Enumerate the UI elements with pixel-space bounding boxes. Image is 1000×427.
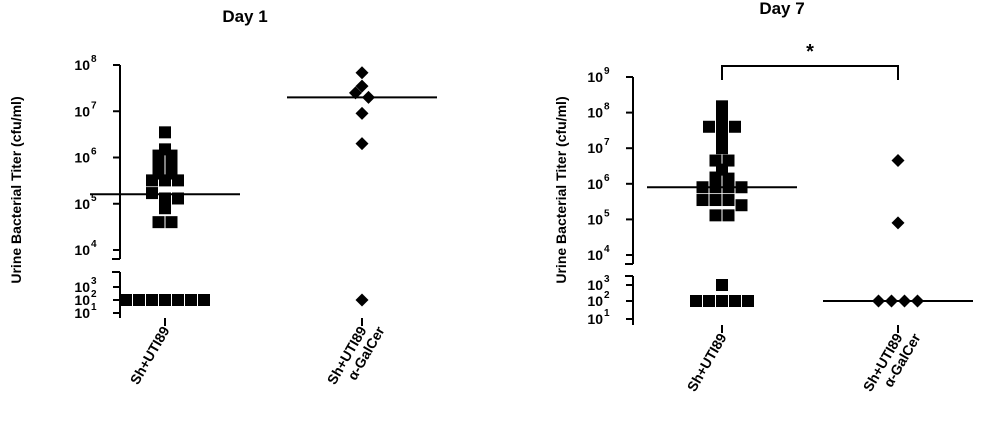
significance-bracket bbox=[721, 65, 899, 80]
y-tick-exponent: 5 bbox=[604, 208, 610, 219]
data-point-diamond bbox=[891, 154, 905, 168]
data-point-square bbox=[716, 100, 728, 113]
y-tick-label: 10 bbox=[74, 305, 90, 321]
data-point-square bbox=[165, 216, 178, 229]
y-tick-exponent: 2 bbox=[604, 290, 610, 301]
data-point-square bbox=[146, 187, 158, 200]
data-point-diamond bbox=[355, 293, 369, 307]
data-point-square bbox=[120, 294, 132, 306]
data-point-square bbox=[703, 295, 715, 307]
y-tick-exponent: 8 bbox=[604, 102, 610, 113]
y-tick-label: 10 bbox=[587, 69, 603, 85]
y-tick-exponent: 7 bbox=[604, 137, 610, 148]
y-tick-label: 10 bbox=[74, 103, 90, 119]
data-point-square bbox=[716, 295, 728, 307]
y-tick-label: 10 bbox=[74, 196, 90, 212]
chart-title: Day 7 bbox=[759, 0, 804, 18]
data-point-square bbox=[735, 199, 748, 212]
data-point-square bbox=[172, 192, 184, 205]
data-point-square bbox=[159, 202, 171, 215]
data-point-square bbox=[716, 110, 728, 123]
y-tick-label: 10 bbox=[587, 105, 603, 121]
y-tick-exponent: 5 bbox=[91, 193, 97, 204]
y-tick-label: 10 bbox=[587, 277, 603, 293]
data-point-square bbox=[716, 142, 728, 155]
data-point-square bbox=[690, 295, 702, 307]
y-tick-exponent: 1 bbox=[604, 308, 610, 319]
y-tick-label: 10 bbox=[74, 292, 90, 308]
y-tick-label: 10 bbox=[587, 140, 603, 156]
data-point-square bbox=[165, 155, 178, 168]
data-point-diamond bbox=[355, 137, 369, 151]
data-point-square bbox=[709, 194, 722, 207]
chart-title: Day 1 bbox=[222, 7, 267, 26]
data-point-square bbox=[722, 194, 735, 207]
y-tick-label: 10 bbox=[74, 279, 90, 295]
data-point-square bbox=[198, 294, 210, 306]
data-point-diamond bbox=[355, 106, 369, 120]
y-tick-exponent: 6 bbox=[91, 147, 97, 158]
y-tick-exponent: 3 bbox=[604, 274, 610, 285]
data-point-square bbox=[185, 294, 197, 306]
y-tick-label: 10 bbox=[587, 311, 603, 327]
data-point-square bbox=[729, 120, 741, 133]
data-point-square bbox=[716, 279, 728, 291]
data-point-square bbox=[722, 209, 735, 222]
y-axis-label: Urine Bacterial Titer (cfu/ml) bbox=[8, 96, 24, 283]
data-point-square bbox=[172, 174, 184, 187]
data-point-square bbox=[159, 126, 171, 139]
y-tick-label: 10 bbox=[74, 57, 90, 73]
x-tick-label: Sh+UTI89 bbox=[127, 323, 173, 387]
data-point-square bbox=[703, 120, 715, 133]
data-point-square bbox=[696, 194, 709, 207]
y-tick-exponent: 2 bbox=[91, 289, 97, 300]
y-tick-exponent: 4 bbox=[604, 244, 610, 255]
y-tick-label: 10 bbox=[74, 150, 90, 166]
data-point-square bbox=[709, 171, 722, 184]
data-point-diamond bbox=[355, 79, 369, 93]
y-tick-label: 10 bbox=[587, 211, 603, 227]
y-tick-exponent: 8 bbox=[91, 54, 97, 65]
y-tick-exponent: 7 bbox=[91, 100, 97, 111]
data-point-diamond bbox=[349, 86, 362, 100]
y-tick-label: 10 bbox=[587, 176, 603, 192]
data-point-square bbox=[146, 294, 158, 306]
y-axis-label: Urine Bacterial Titer (cfu/ml) bbox=[553, 96, 569, 283]
data-point-square bbox=[159, 192, 171, 205]
y-tick-label: 10 bbox=[587, 293, 603, 309]
data-point-square bbox=[172, 294, 184, 306]
y-tick-label: 10 bbox=[587, 247, 603, 263]
data-point-square bbox=[159, 294, 171, 306]
y-tick-label: 10 bbox=[74, 242, 90, 258]
y-tick-exponent: 3 bbox=[91, 276, 97, 287]
data-point-square bbox=[159, 174, 171, 187]
data-point-square bbox=[716, 120, 728, 133]
x-tick-label: Sh+UTI89 bbox=[684, 330, 730, 394]
y-tick-exponent: 6 bbox=[604, 173, 610, 184]
data-point-square bbox=[742, 295, 754, 307]
data-point-square bbox=[709, 209, 722, 222]
y-tick-exponent: 9 bbox=[604, 66, 610, 77]
y-tick-exponent: 1 bbox=[91, 302, 97, 313]
data-point-diamond bbox=[355, 66, 369, 80]
data-point-square bbox=[133, 294, 145, 306]
significance-star: * bbox=[806, 41, 814, 63]
data-point-square bbox=[146, 174, 158, 187]
data-point-square bbox=[152, 155, 165, 168]
data-point-square bbox=[722, 154, 735, 167]
data-point-square bbox=[709, 154, 722, 167]
data-point-diamond bbox=[891, 216, 905, 230]
data-point-square bbox=[716, 131, 728, 144]
data-point-square bbox=[729, 295, 741, 307]
data-point-square bbox=[152, 216, 165, 229]
y-tick-exponent: 4 bbox=[91, 239, 97, 250]
